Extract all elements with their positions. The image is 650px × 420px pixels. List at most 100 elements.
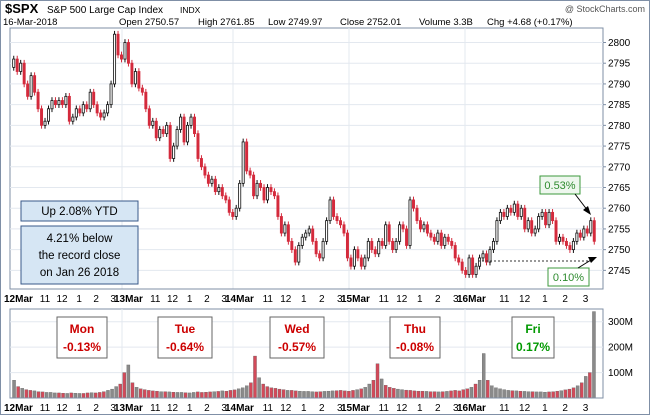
candle-body bbox=[415, 207, 419, 222]
hour-label: 3 bbox=[221, 294, 227, 305]
candle-body bbox=[50, 100, 54, 110]
volume-bar bbox=[388, 387, 392, 399]
price-tick-label: 2755 bbox=[608, 224, 631, 235]
hour-label: 11 bbox=[499, 294, 510, 305]
hour-label: 3 bbox=[583, 403, 589, 414]
candle-body bbox=[585, 228, 589, 234]
candle-body bbox=[43, 120, 47, 126]
candle-body bbox=[519, 207, 523, 217]
hour-label: 2 bbox=[93, 403, 99, 414]
volume-bar bbox=[506, 390, 510, 399]
volume-bar bbox=[16, 386, 20, 399]
candle-body bbox=[314, 240, 318, 255]
day-label: 13Mar bbox=[114, 294, 143, 305]
candle-body bbox=[568, 245, 572, 251]
hour-label: 1 bbox=[542, 403, 548, 414]
day-label: 14Mar bbox=[225, 294, 254, 305]
hour-label: 11 bbox=[379, 294, 390, 305]
candle-body bbox=[168, 124, 172, 159]
volume-bar bbox=[420, 390, 425, 399]
volume-bar bbox=[486, 380, 490, 399]
hour-label: 1 bbox=[417, 403, 423, 414]
volume-bar bbox=[155, 390, 159, 399]
price-tick-label: 2750 bbox=[608, 245, 631, 256]
hour-label: 11 bbox=[263, 403, 274, 414]
volume-bar bbox=[588, 372, 592, 399]
price-tick-label: 2785 bbox=[608, 100, 631, 111]
hour-label: 12 bbox=[396, 294, 408, 305]
candle-body bbox=[422, 224, 426, 230]
volume-bar bbox=[302, 391, 306, 399]
volume-y-axis: 100M 200M 300M bbox=[608, 317, 633, 379]
candle-body bbox=[509, 207, 513, 213]
candle-body bbox=[245, 141, 249, 172]
day-box-change: -0.13% bbox=[63, 340, 101, 354]
volume-bar bbox=[269, 387, 274, 399]
volume-bar bbox=[559, 390, 563, 399]
volume-bar bbox=[241, 387, 245, 399]
candle-body bbox=[540, 211, 544, 217]
volume-bar bbox=[138, 388, 143, 399]
volume-bar bbox=[555, 390, 559, 399]
candle-body bbox=[60, 100, 64, 106]
candle-body bbox=[564, 240, 568, 246]
volume-bar bbox=[400, 389, 404, 399]
candle-body bbox=[571, 240, 575, 251]
hour-label: 3 bbox=[337, 403, 343, 414]
volume-bar bbox=[265, 386, 269, 399]
volume-bar bbox=[494, 387, 498, 399]
hour-label: 11 bbox=[150, 403, 161, 414]
price-y-axis: 2745 2750 2755 2760 2765 2770 2775 2780 2785 2790… bbox=[603, 38, 631, 277]
candle-body bbox=[478, 257, 482, 267]
candle-body bbox=[561, 236, 565, 242]
volume-bar bbox=[134, 387, 139, 399]
candle-body bbox=[269, 187, 273, 193]
hour-label: 11 bbox=[379, 403, 390, 414]
candle-body bbox=[203, 166, 207, 176]
candle-body bbox=[206, 174, 210, 184]
volume-bar bbox=[482, 353, 486, 399]
candle-body bbox=[533, 228, 537, 234]
volume-bar bbox=[453, 390, 457, 399]
volume-bar bbox=[445, 391, 449, 399]
price-tick-label: 2760 bbox=[608, 204, 631, 215]
candle-body bbox=[196, 133, 200, 159]
candle-body bbox=[144, 91, 148, 110]
candle-body bbox=[405, 228, 409, 246]
day-box bbox=[269, 316, 325, 359]
candle-body bbox=[304, 232, 308, 238]
candle-body bbox=[391, 240, 395, 251]
candle-body bbox=[467, 257, 471, 275]
volume-bar bbox=[171, 392, 176, 399]
ytd-box bbox=[20, 200, 139, 222]
record-line-2: the record close bbox=[39, 250, 121, 262]
volume-bar bbox=[531, 391, 535, 399]
volume-bar bbox=[465, 388, 470, 399]
volume-bar bbox=[351, 390, 355, 399]
candle-body bbox=[547, 211, 551, 226]
hour-label: 11 bbox=[40, 294, 51, 305]
day-label: 12Mar bbox=[4, 294, 33, 305]
candle-body bbox=[227, 199, 231, 213]
candle-body bbox=[418, 220, 422, 230]
candle-body bbox=[551, 211, 555, 222]
candle-body bbox=[133, 71, 137, 85]
day-box-name: Tue bbox=[175, 322, 196, 336]
candle-body bbox=[432, 236, 436, 242]
candle-body bbox=[359, 257, 363, 267]
candle-body bbox=[398, 224, 402, 242]
candle-body bbox=[71, 116, 75, 122]
volume-bar bbox=[85, 392, 90, 399]
volume-bar bbox=[232, 389, 237, 399]
price-tick-label: 2765 bbox=[608, 183, 631, 194]
volume-bar bbox=[32, 390, 37, 399]
volume-bar bbox=[522, 391, 527, 399]
candle-body bbox=[297, 245, 301, 263]
volume-bar bbox=[539, 391, 543, 399]
hour-label: 1 bbox=[187, 294, 193, 305]
volume-bar bbox=[477, 380, 482, 399]
volume-bar bbox=[12, 380, 16, 399]
callout-down-box bbox=[547, 267, 590, 287]
volume-bar bbox=[159, 391, 163, 399]
